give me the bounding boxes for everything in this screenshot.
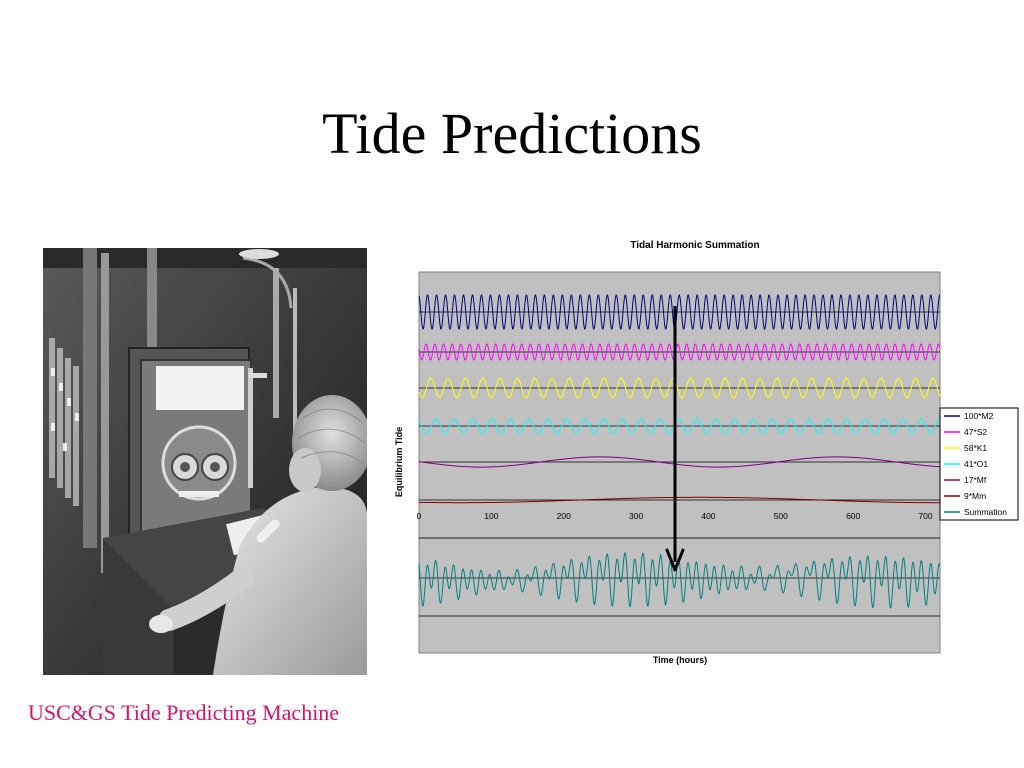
legend-label: 41*O1	[964, 459, 988, 469]
tidal-summation-chart: Tidal Harmonic Summation 0 100 200 300 400 50…	[394, 240, 1019, 665]
y-axis-label: Equilibrium Tide	[394, 427, 404, 497]
legend-label: 100*M2	[964, 411, 994, 421]
x-tick-label: 200	[557, 511, 571, 521]
x-tick-label: 300	[629, 511, 643, 521]
gridlines	[419, 311, 940, 617]
legend-label: 17*Mf	[964, 475, 987, 485]
x-tick-label: 700	[918, 511, 932, 521]
photo-caption: USC&GS Tide Predicting Machine	[28, 700, 340, 725]
series-line-9*Mm	[418, 496, 940, 504]
chart-title: Tidal Harmonic Summation	[630, 240, 759, 251]
x-axis-label: Time (hours)	[653, 655, 707, 665]
legend-label: 58*K1	[964, 443, 987, 453]
summation-arrow	[665, 306, 685, 572]
series-line-58*K1	[418, 377, 941, 399]
series-line-41*O1	[418, 418, 941, 434]
x-tick-label: 0	[417, 511, 422, 521]
series-line-17*Mf	[418, 456, 941, 468]
x-tick-label: 400	[701, 511, 715, 521]
x-axis-ticks: 0 100 200 300 400 500 600 700	[417, 511, 933, 521]
legend-label: 47*S2	[964, 427, 987, 437]
x-tick-label: 500	[774, 511, 788, 521]
tide-machine-photo	[43, 248, 367, 675]
x-tick-label: 100	[484, 511, 498, 521]
legend: 100*M2 47*S2 58*K1 41*O1 17*Mf 9*Mm Summation	[944, 411, 1007, 517]
series-line-47*S2	[418, 343, 941, 361]
legend-label: 9*Mm	[964, 491, 986, 501]
x-tick-label: 600	[846, 511, 860, 521]
legend-label: Summation	[964, 507, 1007, 517]
slide-title: Tide Predictions	[322, 101, 702, 166]
series-line-100*M2	[418, 294, 941, 330]
